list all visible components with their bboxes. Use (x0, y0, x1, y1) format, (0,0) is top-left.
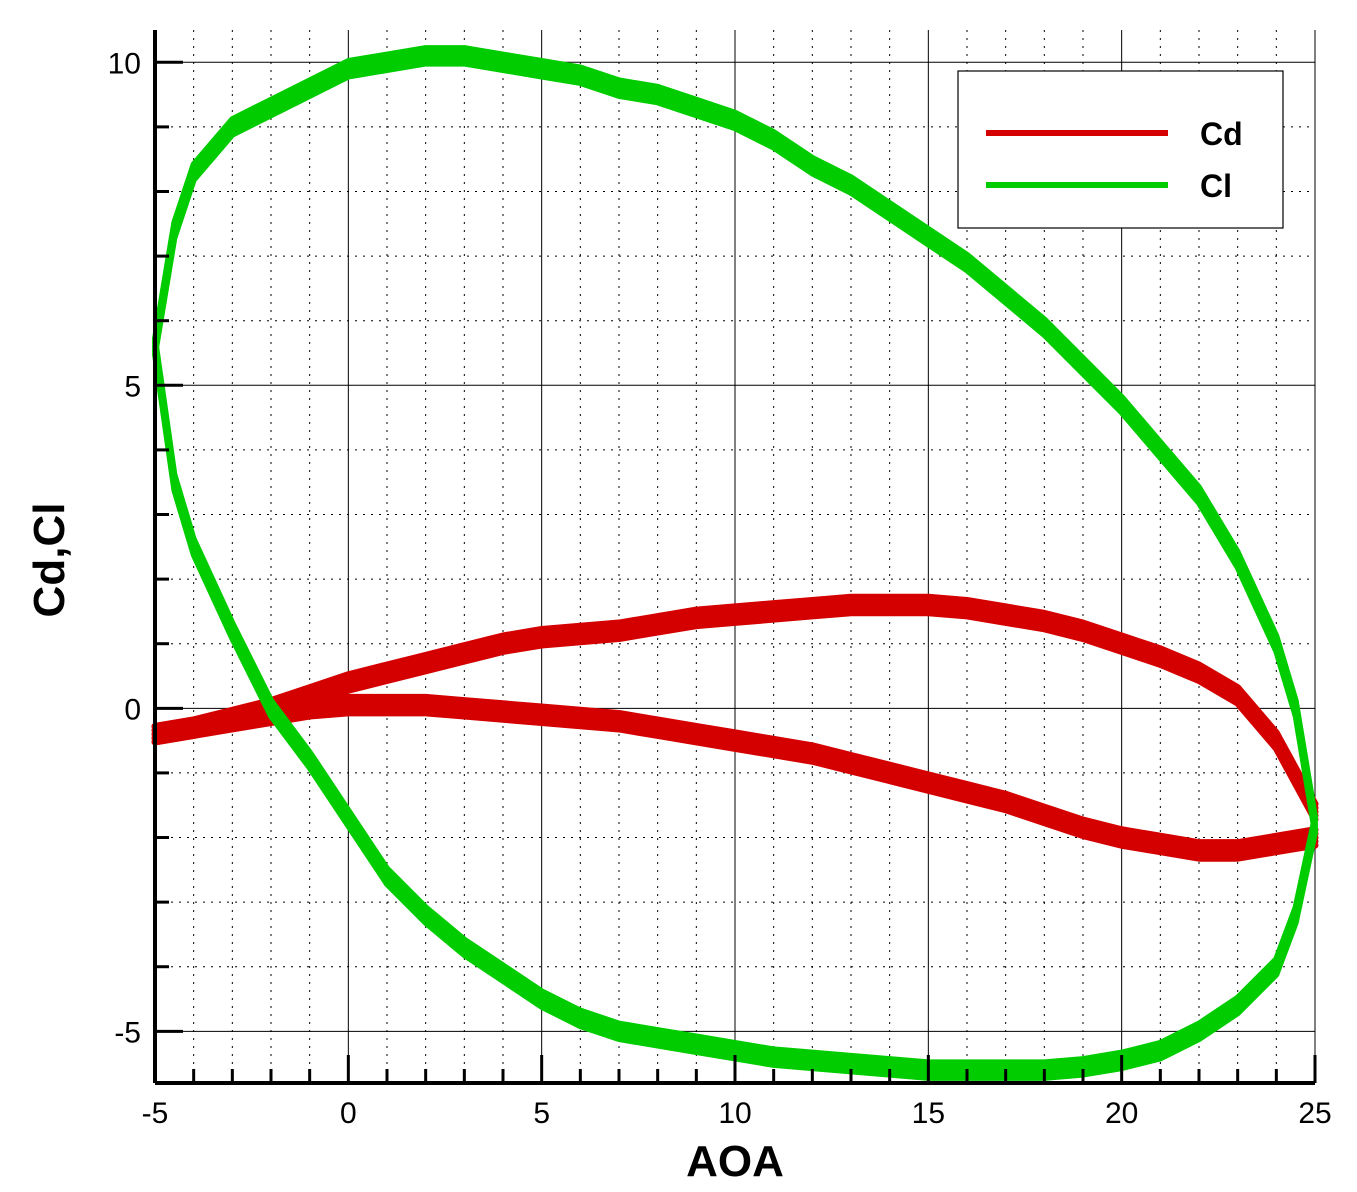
series-cl-trace (152, 335, 1318, 1066)
series-cl-trace (152, 45, 1318, 820)
tick-labels: -5 0 5 10 15 20 25 -5 0 5 10 (108, 47, 1332, 1130)
series-cd-trace (151, 601, 1319, 816)
series-cd-trace (151, 593, 1319, 808)
x-tick-label: 15 (912, 1097, 945, 1130)
series-cd-trace (151, 597, 1319, 812)
y-axis-title: Cd,Cl (25, 503, 74, 618)
legend: Cd Cl (957, 70, 1284, 229)
legend-label-cl: Cl (1200, 168, 1232, 204)
legend-box (957, 70, 1284, 229)
x-tick-label: 5 (533, 1097, 550, 1130)
ticks (153, 60, 1317, 1083)
legend-label-cd: Cd (1200, 116, 1243, 152)
x-tick-label: -5 (142, 1097, 169, 1130)
x-tick-label: 25 (1298, 1097, 1331, 1130)
series-cd-trace (151, 705, 1319, 858)
series-cd-trace (151, 697, 1319, 851)
series-cd-trace (151, 605, 1319, 820)
series-cd (151, 593, 1319, 862)
x-tick-label: 0 (340, 1097, 357, 1130)
x-tick-label: 20 (1105, 1097, 1138, 1130)
y-tick-label: 0 (124, 693, 141, 726)
series-cd-trace (151, 609, 1319, 823)
series-cd-trace (151, 693, 1319, 847)
y-tick-label: 5 (124, 370, 141, 403)
series-cd-trace (151, 701, 1319, 854)
x-tick-label: 10 (718, 1097, 751, 1130)
y-tick-label: 10 (108, 47, 141, 80)
y-tick-label: -5 (114, 1016, 141, 1049)
x-axis-title: AOA (686, 1137, 784, 1186)
series-cd-trace (151, 709, 1319, 862)
